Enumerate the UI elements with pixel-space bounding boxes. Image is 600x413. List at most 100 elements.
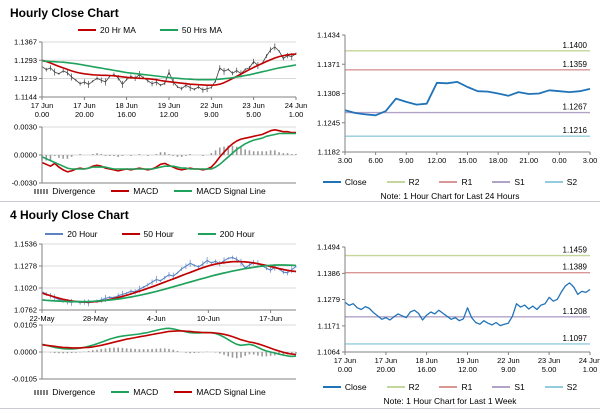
svg-text:21.00: 21.00 — [519, 156, 538, 165]
legend-item-50-hrs-ma: 50 Hrs MA — [159, 25, 223, 35]
legend-item-r1: R1 — [439, 177, 472, 187]
svg-text:1.1536: 1.1536 — [14, 240, 37, 249]
svg-text:1.1400: 1.1400 — [563, 41, 588, 50]
svg-text:22 Jun: 22 Jun — [200, 101, 223, 110]
legend-label: Close — [344, 177, 367, 187]
legend-label: Divergence — [52, 387, 96, 397]
legend-swatch — [492, 181, 511, 183]
svg-text:12.00: 12.00 — [427, 156, 446, 165]
svg-text:9.00: 9.00 — [399, 156, 414, 165]
legend-item-divergence: Divergence — [34, 186, 95, 196]
legend-item-s2: S2 — [544, 177, 577, 187]
four-hourly-macd-chart: 0.0105 0.0000 -0.0105 — [12, 321, 297, 384]
legend-swatch — [111, 190, 130, 192]
svg-text:1.00: 1.00 — [289, 110, 304, 119]
week-close-legend: Close R2 R1 S1 S2 — [300, 381, 600, 393]
svg-text:6.00: 6.00 — [368, 156, 383, 165]
svg-text:1.1367: 1.1367 — [14, 38, 37, 47]
legend-label: Divergence — [52, 186, 96, 196]
svg-text:20.00: 20.00 — [75, 110, 94, 119]
svg-text:-0.0105: -0.0105 — [12, 375, 37, 384]
legend-swatch — [174, 190, 193, 192]
legend-swatch — [197, 233, 216, 235]
svg-text:5.00: 5.00 — [542, 365, 557, 374]
svg-text:19 Jun: 19 Jun — [456, 356, 479, 365]
legend-item-close: Close — [322, 177, 367, 187]
legend-swatch — [544, 386, 563, 388]
svg-text:3.00: 3.00 — [583, 156, 598, 165]
legend-item-macd-signal-line: MACD Signal Line — [174, 387, 266, 397]
svg-text:1.1434: 1.1434 — [317, 31, 340, 40]
legend-swatch — [544, 181, 563, 183]
legend-item-20-hour: 20 Hour — [45, 229, 98, 239]
svg-text:1.1216: 1.1216 — [563, 126, 588, 135]
svg-text:22-May: 22-May — [29, 314, 54, 323]
svg-text:1.0762: 1.0762 — [14, 306, 37, 315]
legend-label: S1 — [514, 382, 525, 392]
svg-text:1.1371: 1.1371 — [317, 60, 340, 69]
legend-item-50-hour: 50 Hour — [121, 229, 174, 239]
svg-text:1.1494: 1.1494 — [317, 243, 340, 252]
svg-text:23 Jun: 23 Jun — [242, 101, 265, 110]
svg-text:1.1219: 1.1219 — [14, 74, 37, 83]
svg-text:16.00: 16.00 — [117, 110, 136, 119]
hourly-close-chart-title: Hourly Close Chart — [10, 6, 119, 20]
svg-text:18 Jun: 18 Jun — [415, 356, 438, 365]
legend-swatch — [322, 180, 341, 184]
legend-label: 20 Hr MA — [99, 25, 136, 35]
legend-swatch — [492, 386, 511, 388]
hourly-price-legend: 20 Hr MA 50 Hrs MA — [0, 24, 300, 36]
svg-text:1.1359: 1.1359 — [563, 60, 588, 69]
legend-swatch — [77, 29, 96, 31]
svg-text:12.00: 12.00 — [160, 110, 179, 119]
svg-text:1.1144: 1.1144 — [15, 93, 37, 102]
legend-item-macd-signal-line: MACD Signal Line — [174, 186, 266, 196]
legend-label: MACD Signal Line — [196, 387, 266, 397]
legend-label: R2 — [408, 177, 420, 187]
legend-swatch — [439, 181, 458, 183]
svg-text:17 Jun: 17 Jun — [375, 356, 398, 365]
svg-text:0.0000: 0.0000 — [14, 151, 37, 160]
legend-swatch — [174, 391, 193, 393]
svg-text:18 Jun: 18 Jun — [115, 101, 138, 110]
legend-item-macd: MACD — [111, 186, 158, 196]
svg-text:0.0000: 0.0000 — [14, 348, 37, 357]
svg-text:17-Jun: 17-Jun — [259, 314, 282, 323]
svg-text:16.00: 16.00 — [417, 365, 436, 374]
svg-text:23 Jun: 23 Jun — [538, 356, 561, 365]
svg-text:1.1278: 1.1278 — [14, 262, 37, 271]
legend-label: R1 — [461, 382, 473, 392]
legend-item-s1: S1 — [492, 382, 525, 392]
legend-label: Close — [344, 382, 367, 392]
svg-text:15.00: 15.00 — [458, 156, 477, 165]
svg-text:1.1386: 1.1386 — [317, 269, 340, 278]
hourly-macd-chart: 0.0030 0.0000 -0.0030 — [12, 123, 297, 188]
svg-text:1.1293: 1.1293 — [14, 56, 37, 65]
hourly-macd-legend: Divergence MACD MACD Signal Line — [0, 185, 300, 197]
svg-text:24 Jun: 24 Jun — [285, 101, 308, 110]
svg-text:0.0030: 0.0030 — [14, 123, 37, 132]
legend-item-r2: R2 — [386, 177, 420, 187]
legend-label: 20 Hour — [67, 229, 98, 239]
svg-text:1.1245: 1.1245 — [317, 118, 340, 127]
four-hourly-price-legend: 20 Hour 50 Hour 200 Hour — [0, 228, 300, 240]
svg-text:28-May: 28-May — [83, 314, 108, 323]
svg-text:3.00: 3.00 — [338, 156, 353, 165]
legend-swatch — [386, 386, 405, 388]
svg-text:1.1182: 1.1182 — [318, 148, 340, 157]
legend-label: R2 — [408, 382, 420, 392]
legend-item-r1: R1 — [439, 382, 472, 392]
svg-text:1.1279: 1.1279 — [317, 295, 340, 304]
legend-swatch — [322, 385, 341, 389]
four-hourly-macd-legend: Divergence MACD MACD Signal Line — [0, 386, 300, 398]
legend-label: 200 Hour — [219, 229, 255, 239]
svg-text:10-Jun: 10-Jun — [197, 314, 220, 323]
legend-label: 50 Hrs MA — [181, 25, 223, 35]
svg-text:19 Jun: 19 Jun — [158, 101, 181, 110]
horizontal-divider — [0, 201, 600, 202]
svg-text:0.0105: 0.0105 — [14, 321, 37, 330]
legend-swatch — [121, 233, 140, 235]
svg-text:1.1267: 1.1267 — [563, 103, 588, 112]
